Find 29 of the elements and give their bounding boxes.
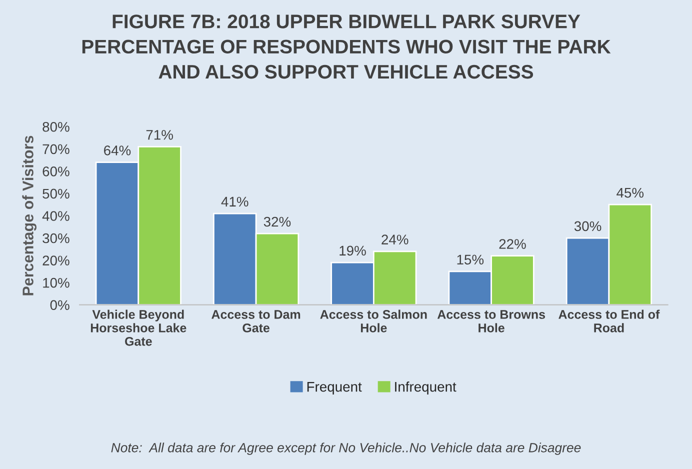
x-tick-label: Access to Dam Gate: [212, 310, 300, 332]
y-tick-label: 0%: [50, 300, 70, 310]
x-tick-label: Access to Salmon Hole: [320, 310, 427, 332]
y-tick-label: 30%: [42, 233, 70, 244]
data-label: 19%: [340, 246, 366, 256]
legend-label: Frequent: [307, 382, 362, 394]
data-label: 15%: [457, 254, 484, 265]
x-tick-label: Access to Browns Hole: [437, 310, 545, 332]
x-tick-label: Access to End of Road: [558, 310, 660, 332]
y-tick-label: 40%: [42, 211, 70, 221]
y-axis-title: Percentage of Visitors: [22, 136, 37, 296]
legend-label: Infrequent: [395, 382, 456, 394]
data-label: 71%: [146, 130, 173, 140]
data-label: 30%: [574, 221, 602, 232]
y-tick-label: 10%: [43, 278, 70, 288]
data-label: 22%: [499, 239, 526, 249]
chart-title: FIGURE 7B: 2018 UPPER BIDWELL PARK SURVEY PERCENTAGE OF RESPONDENTS WHO VISIT THE PARK AND ALSO SUPPORT VEHICLE ACCESS: [82, 14, 611, 79]
data-label: 41%: [221, 196, 248, 207]
y-tick-label: 50%: [42, 188, 70, 199]
text: Note: All data are for Agree except for No Vehicle..No Vehicle data are Disagree: [111, 442, 581, 455]
x-tick-label: Vehicle Beyond Horseshoe Lake Gate: [90, 310, 186, 346]
data-label: 24%: [382, 234, 408, 244]
data-label: 64%: [104, 146, 131, 156]
data-label: 32%: [264, 216, 291, 227]
y-tick-label: 70%: [42, 144, 70, 154]
data-label: 45%: [616, 188, 644, 198]
y-tick-label: 80%: [42, 122, 70, 132]
y-tick-label: 60%: [42, 166, 70, 176]
y-tick-label: 20%: [42, 256, 70, 266]
